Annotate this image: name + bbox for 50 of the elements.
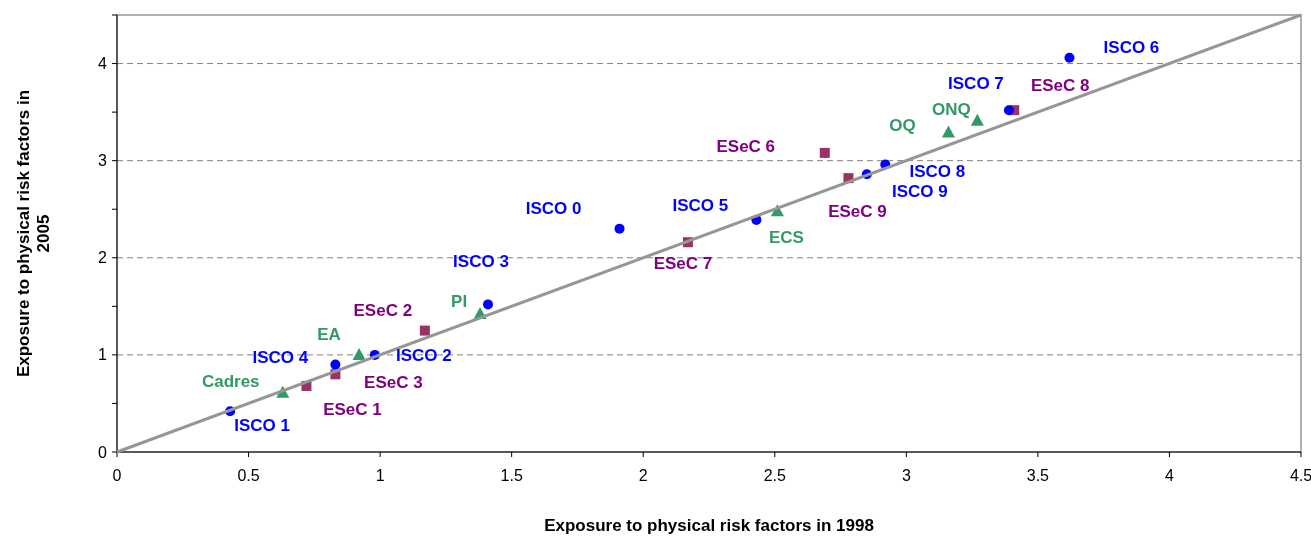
annotation: ISCO 6 xyxy=(1103,37,1160,57)
y-axis-title: Exposure to physical risk factors in 2005 xyxy=(13,89,54,378)
x-tick-label: 0.5 xyxy=(237,467,260,484)
annotation: ISCO 4 xyxy=(252,347,309,367)
point xyxy=(614,223,625,234)
point xyxy=(482,299,493,310)
x-tick-label: 4 xyxy=(1164,467,1174,484)
point xyxy=(941,125,955,138)
x-tick-label: 2.5 xyxy=(763,467,786,484)
y-tick-label: 3 xyxy=(98,152,108,170)
annotation: ISCO 3 xyxy=(453,252,509,272)
annotation: ESeC 3 xyxy=(364,373,423,393)
y-tick-label: 4 xyxy=(98,55,108,73)
annotation: ISCO 1 xyxy=(234,416,291,436)
y-tick-label: 2 xyxy=(98,249,108,267)
point xyxy=(330,359,341,370)
x-tick-label: 1.5 xyxy=(500,467,523,484)
annotation: ESeC 1 xyxy=(323,399,382,419)
point xyxy=(419,325,430,336)
point xyxy=(819,147,830,158)
point xyxy=(352,347,366,360)
annotation: ESeC 8 xyxy=(1030,76,1090,96)
x-tick-label: 1 xyxy=(375,467,385,484)
x-tick-label: 2 xyxy=(638,467,648,484)
annotation: ISCO 8 xyxy=(909,161,966,181)
annotation: ECS xyxy=(768,228,804,248)
x-axis-title: Exposure to physical risk factors in 1998 xyxy=(544,516,874,535)
x-tick-label: 3 xyxy=(901,467,911,484)
annotation: ESeC 6 xyxy=(716,136,776,156)
annotation: OQ xyxy=(889,116,916,136)
annotation: ONQ xyxy=(932,99,971,119)
x-tick-label: 4.5 xyxy=(1289,467,1311,484)
annotation: ISCO 9 xyxy=(891,182,948,202)
y-tick-label: 0 xyxy=(98,443,108,461)
annotation: ESeC 9 xyxy=(828,202,887,222)
annotation: ISCO 7 xyxy=(948,74,1004,94)
annotation: ISCO 0 xyxy=(525,198,582,218)
annotation: ESeC 2 xyxy=(353,300,413,320)
y-tick-label: 1 xyxy=(98,346,108,364)
x-tick-label: 0 xyxy=(112,467,122,484)
annotation: PI xyxy=(451,292,468,312)
annotation: ISCO 5 xyxy=(672,195,729,215)
point xyxy=(1064,52,1075,63)
annotation: ESeC 7 xyxy=(653,254,713,274)
annotation: EA xyxy=(317,324,341,344)
point xyxy=(970,113,984,126)
point xyxy=(1003,105,1014,116)
annotation: ISCO 2 xyxy=(395,345,452,365)
x-tick-label: 3.5 xyxy=(1026,467,1050,484)
annotation: Cadres xyxy=(201,371,260,391)
